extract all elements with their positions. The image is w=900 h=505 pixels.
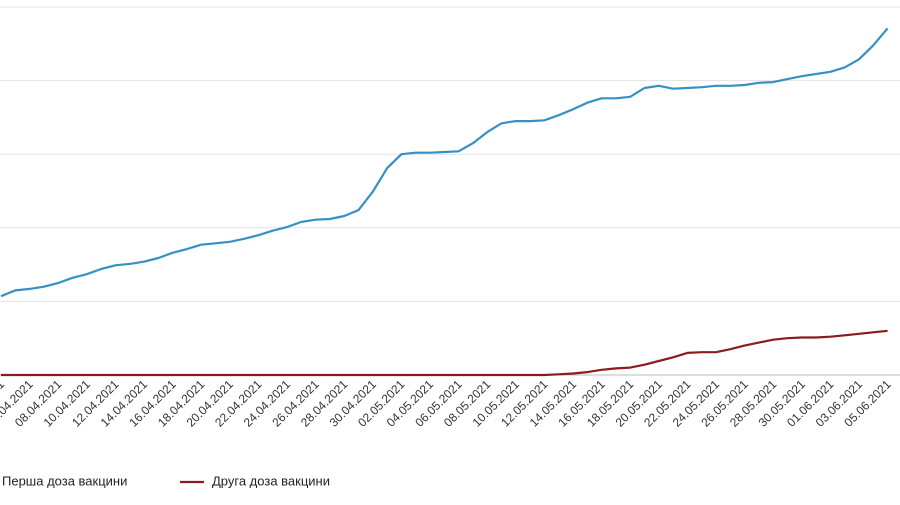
series-line (1, 329, 888, 377)
legend-label: Перша доза вакцини (2, 473, 127, 488)
legend-label: Друга доза вакцини (212, 473, 330, 488)
series-line (0, 27, 889, 298)
